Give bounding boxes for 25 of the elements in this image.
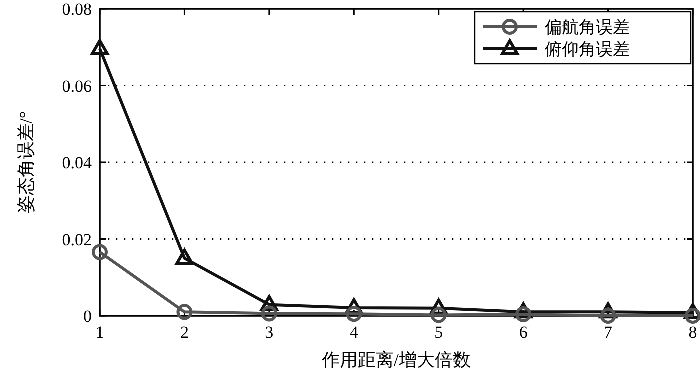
x-tick-label: 1 bbox=[96, 323, 104, 342]
legend-label: 偏航角误差 bbox=[545, 18, 630, 37]
point bbox=[176, 248, 194, 265]
y-tick-label: 0.04 bbox=[62, 154, 92, 172]
x-tick-label: 4 bbox=[350, 323, 359, 342]
x-axis-title: 作用距离/增大倍数 bbox=[320, 350, 472, 370]
point bbox=[92, 244, 108, 260]
y-tick-label: 0 bbox=[84, 307, 92, 326]
x-tick-label: 3 bbox=[265, 323, 274, 342]
x-tick-label: 2 bbox=[180, 323, 189, 342]
x-tick-label: 7 bbox=[604, 323, 614, 342]
y-tick-label: 0.08 bbox=[62, 0, 92, 19]
point bbox=[261, 306, 278, 322]
y-tick-label: 0.06 bbox=[62, 76, 92, 96]
x-tick-label: 8 bbox=[688, 323, 698, 342]
y-tick-label: 0.02 bbox=[62, 230, 92, 250]
point bbox=[176, 304, 193, 320]
point bbox=[346, 306, 362, 322]
x-tick-label: 5 bbox=[434, 323, 444, 342]
point bbox=[685, 308, 700, 324]
legend-label: 俯仰角误差 bbox=[545, 40, 630, 59]
x-tick-label: 6 bbox=[519, 323, 528, 342]
point bbox=[430, 307, 447, 324]
point bbox=[91, 39, 109, 56]
y-axis-title: 姿态角误差/° bbox=[16, 111, 36, 214]
